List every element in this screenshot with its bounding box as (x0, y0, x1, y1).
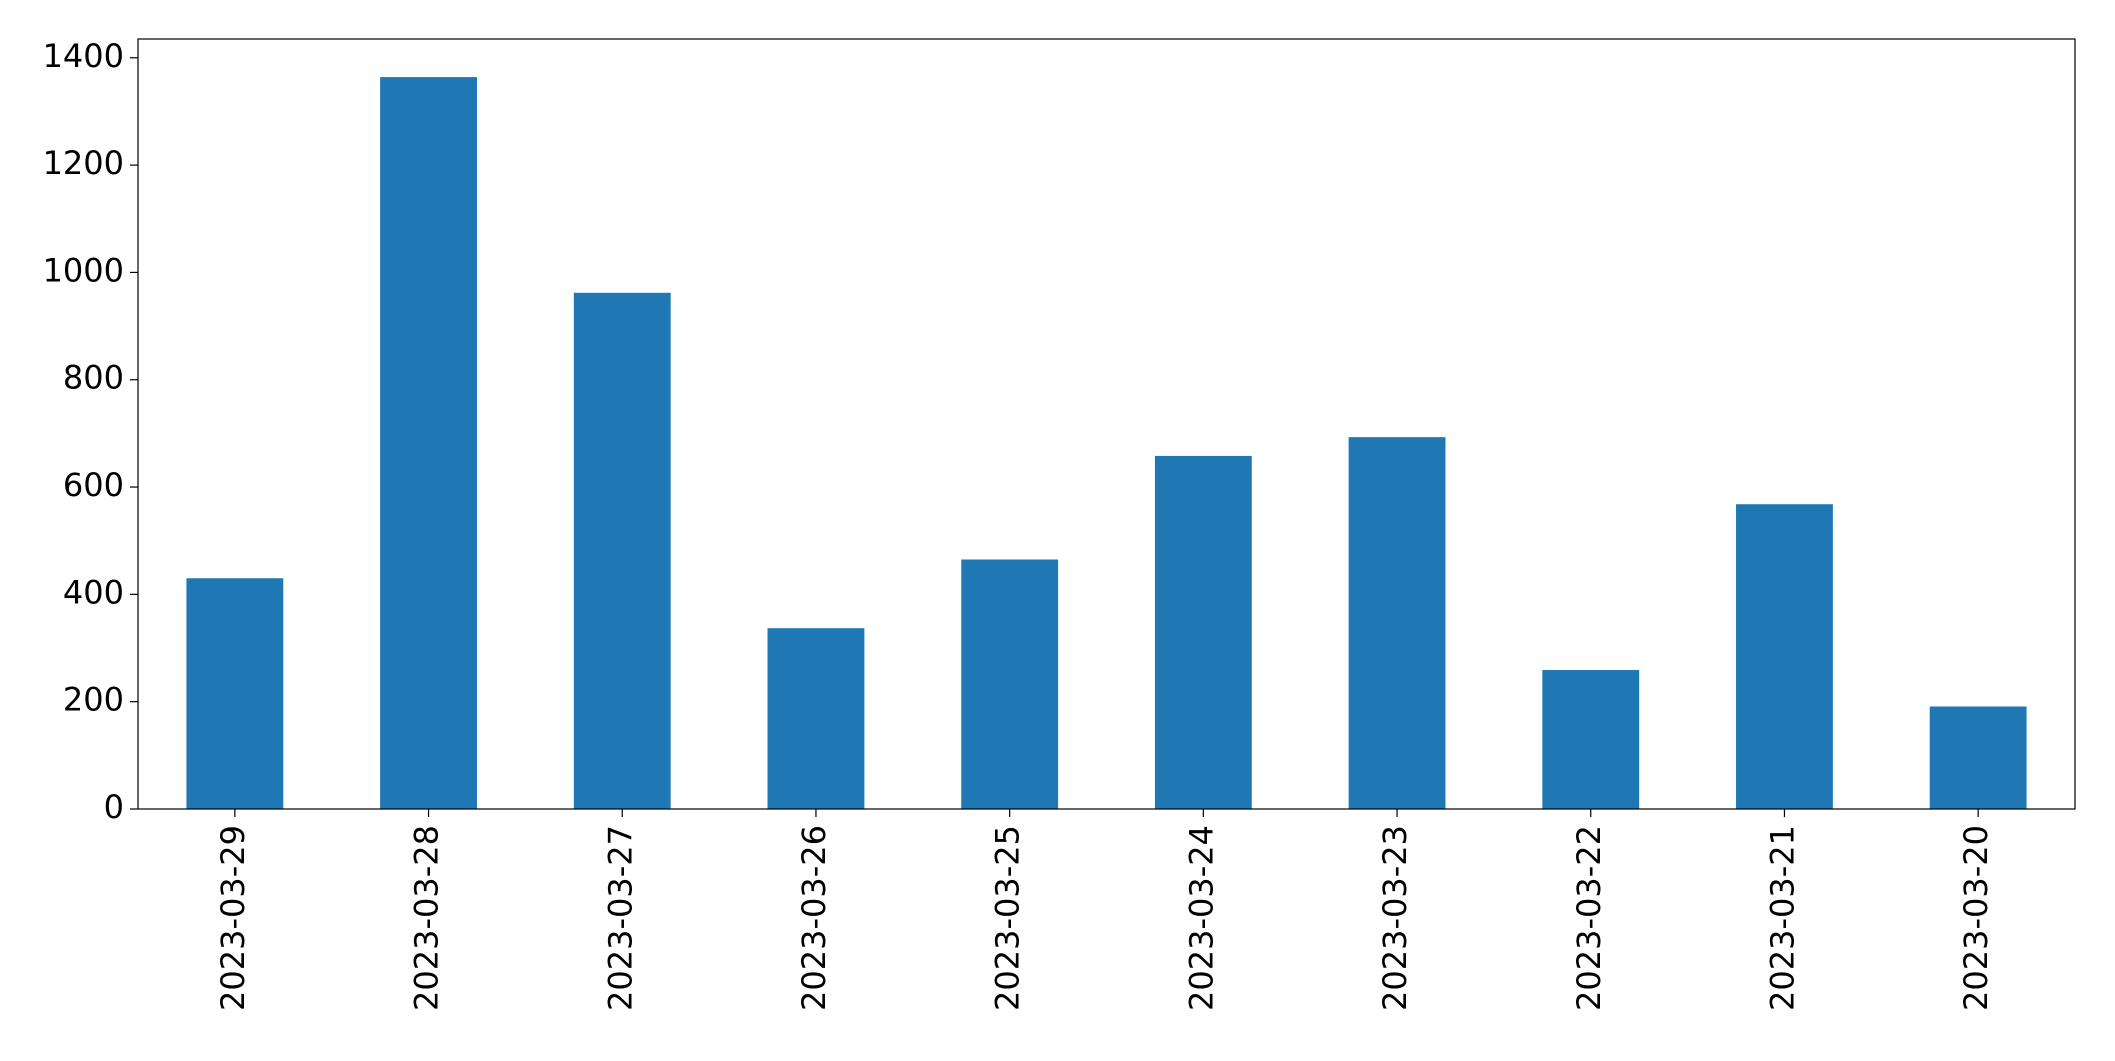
y-tick-label: 600 (63, 466, 124, 504)
bar (1154, 455, 1252, 809)
bar (1929, 706, 2027, 809)
x-tick-label: 2023-03-26 (795, 825, 833, 1011)
y-tick-label: 1400 (43, 37, 124, 75)
x-tick-label: 2023-03-20 (1957, 825, 1995, 1011)
y-tick-label: 1000 (43, 251, 124, 289)
bar (961, 559, 1059, 809)
bar (1348, 437, 1446, 809)
y-tick-label: 200 (63, 681, 124, 719)
x-tick-label: 2023-03-28 (408, 825, 446, 1011)
plot-frame (137, 38, 2076, 810)
bar (767, 628, 865, 809)
bar (1542, 670, 1640, 809)
x-tick-label: 2023-03-29 (214, 825, 252, 1011)
bar (1736, 504, 1833, 809)
y-tick-label: 400 (63, 573, 124, 611)
x-tick-label: 2023-03-25 (989, 825, 1027, 1011)
y-tick-label: 1200 (43, 144, 124, 182)
x-tick-label: 2023-03-24 (1182, 825, 1220, 1011)
y-tick-label: 0 (104, 788, 124, 826)
x-tick-label: 2023-03-27 (601, 825, 639, 1011)
x-tick-label: 2023-03-21 (1763, 825, 1801, 1011)
x-tick-label: 2023-03-23 (1376, 825, 1414, 1011)
bar (380, 77, 477, 810)
bar (573, 292, 671, 809)
y-tick-label: 800 (63, 359, 124, 397)
bar (186, 578, 284, 809)
x-tick-label: 2023-03-22 (1570, 825, 1608, 1011)
